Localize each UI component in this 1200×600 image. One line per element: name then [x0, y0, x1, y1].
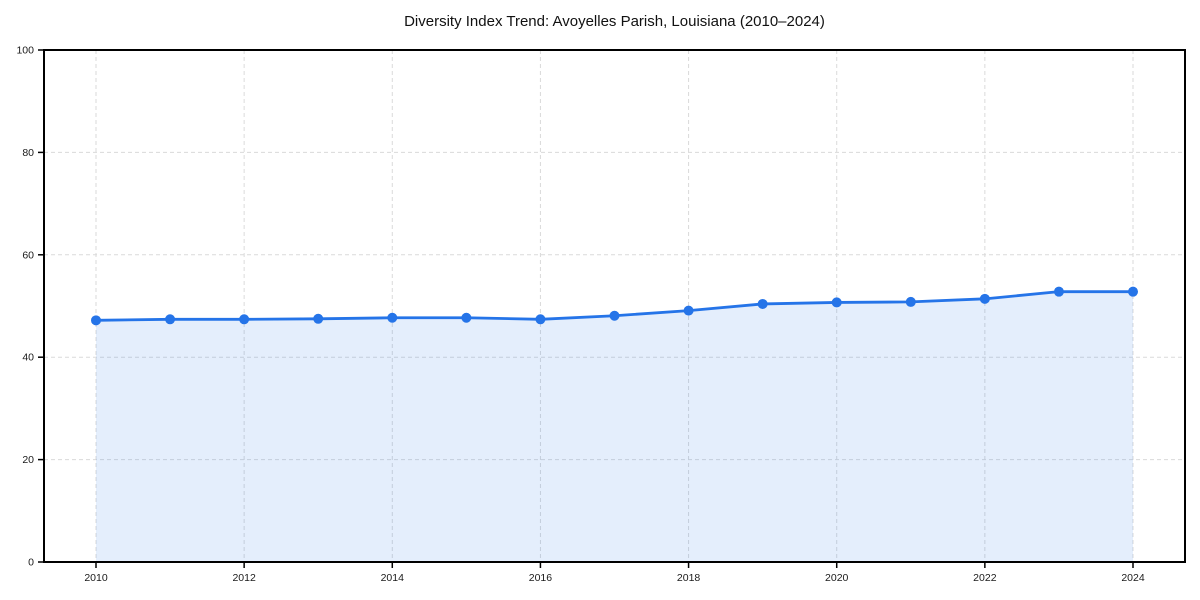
- x-tick-label: 2022: [973, 572, 997, 584]
- y-tick-label: 20: [22, 454, 34, 466]
- data-point: [535, 314, 546, 325]
- y-tick-label: 60: [22, 249, 34, 261]
- x-tick-label: 2018: [677, 572, 701, 584]
- data-point: [1053, 286, 1064, 297]
- x-tick-label: 2024: [1121, 572, 1145, 584]
- data-point: [1128, 286, 1138, 297]
- plot-border: [43, 49, 1186, 563]
- data-point: [313, 313, 324, 324]
- data-points: [91, 286, 1138, 326]
- series-area: [96, 291, 1133, 562]
- x-tick-label: 2016: [529, 572, 553, 584]
- data-point: [387, 312, 398, 323]
- y-tick-label: 40: [22, 352, 34, 364]
- data-point: [831, 297, 842, 308]
- data-point: [979, 293, 990, 304]
- data-point: [461, 312, 472, 323]
- data-point: [239, 314, 250, 325]
- data-point: [905, 296, 916, 307]
- data-point: [609, 310, 620, 321]
- data-point: [91, 315, 101, 326]
- axis-labels: 0 20 40 60 80 100 2010 2012 2014 2016 2018 2020 2022…: [16, 45, 1144, 585]
- y-tick-label: 100: [16, 45, 34, 57]
- x-tick-label: 2020: [825, 572, 849, 584]
- chart-title: Diversity Index Trend: Avoyelles Parish,…: [404, 13, 825, 30]
- data-point: [683, 305, 694, 316]
- data-point: [757, 298, 768, 309]
- y-tick-label: 80: [22, 147, 34, 159]
- x-tick-label: 2014: [381, 572, 405, 584]
- x-tick-label: 2012: [232, 572, 256, 584]
- y-tick-label: 0: [28, 557, 34, 569]
- x-tick-label: 2010: [84, 572, 108, 584]
- data-point: [165, 314, 176, 325]
